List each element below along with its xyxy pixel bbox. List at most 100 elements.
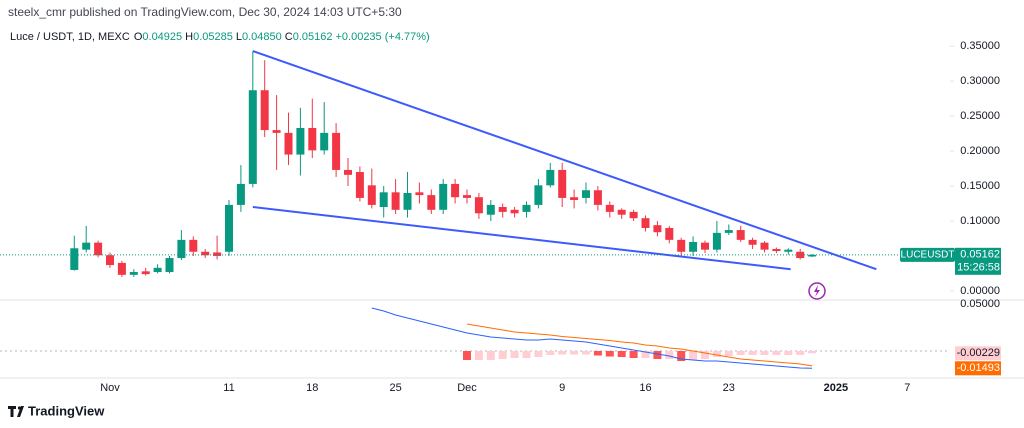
trendline bbox=[252, 50, 877, 271]
price-label: 0.05162 bbox=[960, 249, 1000, 261]
histogram-bar bbox=[653, 351, 662, 359]
candle-body bbox=[641, 218, 650, 228]
candle-body bbox=[712, 232, 721, 250]
histogram-bar bbox=[498, 351, 507, 359]
hist-value-box bbox=[955, 346, 1001, 361]
histogram-bar bbox=[641, 351, 650, 358]
histogram-bar bbox=[582, 351, 590, 355]
y-tick-label: 0.30000 bbox=[960, 75, 1000, 87]
candle-body bbox=[605, 204, 614, 212]
candle-body bbox=[629, 211, 638, 219]
candle-body bbox=[498, 207, 507, 212]
x-tick-label: 9 bbox=[559, 382, 565, 394]
histogram-bar bbox=[463, 351, 471, 360]
candle-body bbox=[379, 192, 388, 208]
candle-body bbox=[772, 248, 781, 252]
candle-body bbox=[689, 241, 698, 252]
x-tick-label: 18 bbox=[306, 382, 318, 394]
candle-body bbox=[808, 254, 817, 257]
y-tick-label: 0.15000 bbox=[960, 180, 1000, 192]
candle-body bbox=[165, 258, 174, 273]
x-tick-label: 23 bbox=[723, 382, 735, 394]
candle-body bbox=[153, 267, 162, 273]
y-tick-label: 0.20000 bbox=[960, 145, 1000, 157]
legend-key: H bbox=[185, 31, 193, 43]
candle-body bbox=[117, 262, 126, 275]
candle-body bbox=[141, 271, 150, 275]
x-tick-label: 11 bbox=[223, 382, 234, 394]
candle-body bbox=[94, 242, 103, 256]
histogram-bar bbox=[712, 351, 721, 357]
candle-body bbox=[593, 190, 602, 205]
symbol-legend: Luce / USDT, 1D, MEXC O0.04925 H0.05285 L0.… bbox=[10, 31, 430, 43]
candle-body bbox=[439, 183, 448, 210]
symbol-label: LUCEUSDT bbox=[901, 249, 955, 260]
histogram-bar bbox=[724, 351, 733, 356]
candle-body bbox=[355, 172, 364, 198]
countdown: 15:26:58 bbox=[957, 262, 1000, 274]
signal-value-box bbox=[955, 361, 1001, 376]
y2-tick-label: 0.05000 bbox=[960, 298, 1000, 310]
x-tick-label: 25 bbox=[389, 382, 401, 394]
legend-key: L bbox=[236, 31, 242, 43]
x-tick-label: Nov bbox=[100, 382, 120, 394]
alert-icon bbox=[808, 282, 826, 300]
histogram-bar bbox=[510, 351, 519, 358]
x-tick-label: 16 bbox=[639, 382, 651, 394]
candle-body bbox=[748, 239, 757, 245]
histogram-bar bbox=[665, 351, 674, 359]
candle-body bbox=[570, 197, 579, 201]
histogram-bar bbox=[546, 351, 555, 355]
legend-value: 0.05285 bbox=[193, 31, 233, 43]
candle-body bbox=[248, 90, 257, 184]
candle-body bbox=[736, 230, 745, 240]
price-box bbox=[955, 247, 1001, 275]
histogram-bar bbox=[796, 351, 805, 355]
histogram-bar bbox=[617, 351, 626, 357]
candle-body bbox=[760, 242, 769, 250]
candle-body bbox=[701, 242, 709, 250]
histogram-bar bbox=[474, 351, 483, 360]
brand-name: TradingView bbox=[28, 403, 105, 418]
histogram-bar bbox=[570, 351, 579, 355]
legend-change: +0.00235 (+4.77%) bbox=[335, 31, 429, 43]
candle-body bbox=[665, 227, 674, 240]
y-tick-label: 0.10000 bbox=[960, 215, 1000, 227]
legend-key: O bbox=[134, 31, 143, 43]
candle-body bbox=[320, 132, 329, 151]
x-tick-label: 2025 bbox=[824, 382, 848, 394]
candle-body bbox=[106, 255, 114, 266]
candle-body bbox=[510, 209, 519, 214]
candle-body bbox=[653, 225, 662, 233]
candle-body bbox=[796, 251, 805, 259]
macd-line bbox=[371, 307, 813, 369]
candle-body bbox=[189, 239, 198, 252]
histogram-bar bbox=[736, 351, 745, 355]
legend-value: 0.05162 bbox=[293, 31, 333, 43]
candle-body bbox=[344, 169, 352, 175]
histogram-bar bbox=[629, 351, 638, 358]
candle-body bbox=[129, 272, 138, 275]
y-tick-label: 0.00000 bbox=[960, 285, 1000, 297]
publish-info: steelx_cmr published on TradingView.com,… bbox=[8, 5, 402, 19]
candle-body bbox=[70, 248, 79, 270]
signal-value-label: -0.01493 bbox=[957, 362, 1000, 374]
candle-body bbox=[617, 209, 626, 215]
histogram-bar bbox=[808, 351, 817, 354]
candle-body bbox=[558, 169, 567, 198]
candle-body bbox=[486, 204, 495, 215]
candle-body bbox=[391, 192, 400, 210]
candle-body bbox=[213, 252, 222, 256]
legend-value: 0.04850 bbox=[242, 31, 282, 43]
candle-body bbox=[332, 132, 341, 170]
histogram-bar bbox=[486, 351, 495, 360]
histogram-bar bbox=[784, 351, 793, 355]
brand-logo bbox=[8, 406, 24, 417]
x-tick-label: 7 bbox=[904, 382, 910, 394]
histogram-bar bbox=[593, 351, 602, 356]
candle-body bbox=[427, 195, 436, 210]
histogram-bar bbox=[689, 351, 698, 360]
histogram-bar bbox=[760, 351, 769, 355]
